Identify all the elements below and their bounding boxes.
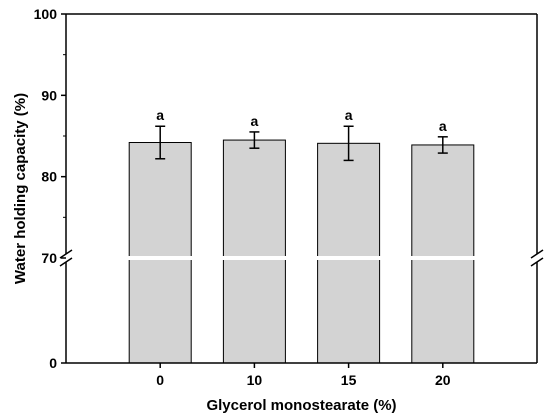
y-axis-title: Water holding capacity (%) — [12, 93, 29, 284]
axis-break-mark-right-lower — [530, 257, 544, 267]
significance-label-0: a — [156, 107, 164, 123]
y-tick-label-0: 0 — [49, 355, 57, 371]
x-tick-label-20: 20 — [435, 372, 451, 388]
y-tick-label-80: 80 — [41, 169, 57, 185]
y-tick-label-70: 70 — [41, 250, 57, 266]
y-tick-label-100: 100 — [34, 6, 58, 22]
axis-break-layer — [67, 256, 536, 260]
bars-layer — [128, 125, 475, 364]
x-axis-title: Glycerol monostearate (%) — [206, 397, 396, 414]
significance-label-20: a — [439, 118, 447, 134]
labels-layer: a 0 a 10 a 15 a 20 0 70 80 90 100 — [34, 6, 451, 388]
bar-20 — [411, 144, 475, 364]
bar-10 — [222, 139, 286, 364]
bar-0 — [128, 142, 192, 364]
axis-break-mark-right-upper — [530, 249, 544, 259]
significance-label-10: a — [251, 113, 259, 129]
axis-break-band — [67, 256, 536, 260]
bar-15 — [317, 142, 381, 364]
x-tick-label-10: 10 — [247, 372, 263, 388]
y-tick-label-90: 90 — [41, 87, 57, 103]
axis-break-mark-left-upper — [59, 249, 73, 259]
axis-break-mark-left-lower — [59, 257, 73, 267]
x-tick-label-15: 15 — [341, 372, 357, 388]
x-tick-label-0: 0 — [156, 372, 164, 388]
significance-label-15: a — [345, 107, 353, 123]
axes-layer — [59, 13, 544, 368]
